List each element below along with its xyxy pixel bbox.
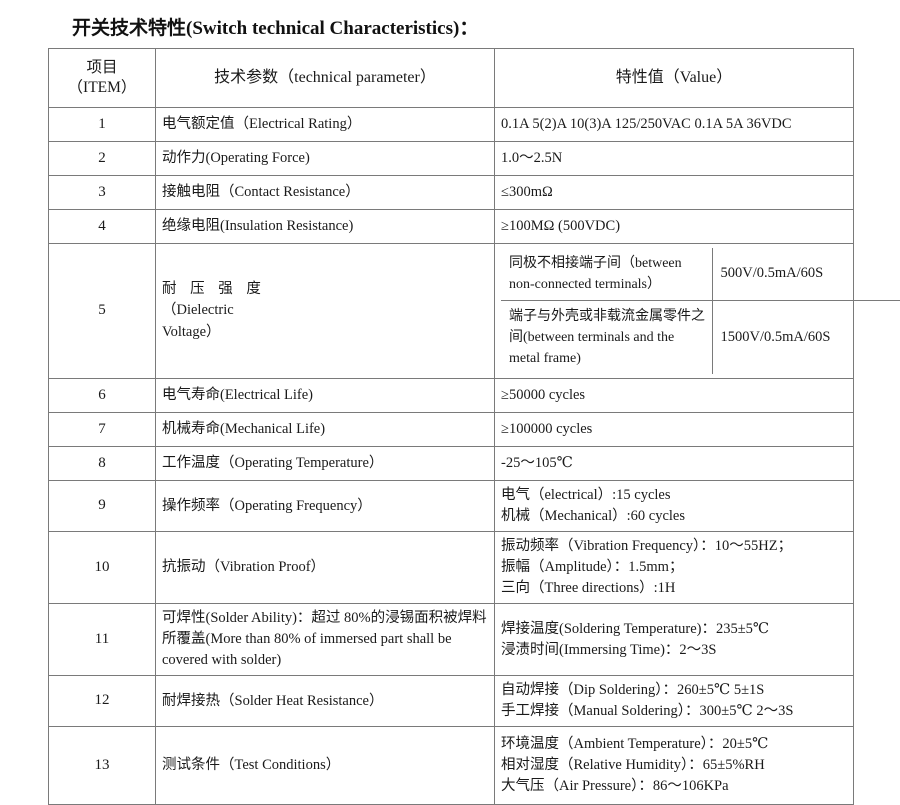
row-parameter: 操作频率（Operating Frequency） — [155, 479, 495, 533]
table-row: 1 电气额定值（Electrical Rating） 0.1A 5(2)A 10… — [48, 107, 854, 142]
sub-condition-label: 同极不相接端子间（between non-connected terminals… — [501, 248, 713, 301]
table-row: 7 机械寿命(Mechanical Life) ≥100000 cycles — [48, 412, 854, 447]
row-value: 振动频率（Vibration Frequency）：10～55HZ； 振幅（Am… — [494, 531, 854, 605]
row-parameter: 绝缘电阻(Insulation Resistance) — [155, 209, 495, 244]
table-row: 13 测试条件（Test Conditions） 环境温度（Ambient Te… — [48, 726, 854, 805]
table-row: 4 绝缘电阻(Insulation Resistance) ≥100MΩ (50… — [48, 209, 854, 244]
row-parameter: 抗振动（Vibration Proof） — [155, 531, 495, 605]
sub-condition-value: 500V/0.5mA/60S — [711, 248, 900, 301]
row-value: ≥100000 cycles — [494, 412, 854, 447]
row-item-number: 6 — [48, 378, 156, 413]
table-row: 11 可焊性(Solder Ability)：超过 80%的浸锡面积被焊料所覆盖… — [48, 603, 854, 677]
row-parameter: 测试条件（Test Conditions） — [155, 726, 495, 805]
row-value: ≤300mΩ — [494, 175, 854, 210]
row-parameter: 耐焊接热（Solder Heat Resistance） — [155, 675, 495, 728]
row-item-number: 1 — [48, 107, 156, 142]
row-value: 焊接温度(Soldering Temperature)：235±5℃ 浸渍时间(… — [494, 603, 854, 677]
row-item-number: 11 — [48, 603, 156, 677]
row-value: 电气（electrical）:15 cycles 机械（Mechanical）:… — [494, 479, 854, 533]
row-item-number: 10 — [48, 531, 156, 605]
header-value: 特性值（Value） — [494, 48, 854, 108]
table-row: 6 电气寿命(Electrical Life) ≥50000 cycles — [48, 378, 854, 413]
row-parameter: 耐 压 强 度 （Dielectric Voltage） — [155, 243, 495, 379]
row-parameter: 电气寿命(Electrical Life) — [155, 378, 495, 413]
sub-condition-value: 1500V/0.5mA/60S — [711, 300, 900, 374]
row-item-number: 5 — [48, 243, 156, 379]
document-page: 开关技术特性(Switch technical Characteristics)… — [48, 18, 900, 805]
sub-condition-label: 端子与外壳或非载流金属零件之间(between terminals and th… — [501, 300, 713, 374]
dielectric-subtable: 同极不相接端子间（between non-connected terminals… — [501, 248, 900, 374]
header-parameter: 技术参数（technical parameter） — [155, 48, 495, 108]
page-title: 开关技术特性(Switch technical Characteristics)… — [72, 18, 479, 39]
table-row: 9 操作频率（Operating Frequency） 电气（electrica… — [48, 479, 854, 533]
row-parameter: 动作力(Operating Force) — [155, 141, 495, 176]
subtable-row: 同极不相接端子间（between non-connected terminals… — [501, 248, 900, 301]
table-header-row: 项目 （ITEM） 技术参数（technical parameter） 特性值（… — [48, 48, 854, 108]
row-parameter: 可焊性(Solder Ability)：超过 80%的浸锡面积被焊料所覆盖(Mo… — [155, 603, 495, 677]
header-item: 项目 （ITEM） — [48, 48, 156, 108]
table-row: 12 耐焊接热（Solder Heat Resistance） 自动焊接（Dip… — [48, 675, 854, 728]
table-row-dielectric: 5 耐 压 强 度 （Dielectric Voltage） 同极不相接端子间（… — [48, 243, 900, 379]
subtable-row: 端子与外壳或非载流金属零件之间(between terminals and th… — [501, 300, 900, 374]
switch-characteristics-table: 项目 （ITEM） 技术参数（technical parameter） 特性值（… — [48, 48, 900, 805]
row-value: 0.1A 5(2)A 10(3)A 125/250VAC 0.1A 5A 36V… — [494, 107, 854, 142]
row-parameter: 电气额定值（Electrical Rating） — [155, 107, 495, 142]
dielectric-label-line3: Voltage） — [162, 323, 221, 340]
row-parameter: 接触电阻（Contact Resistance） — [155, 175, 495, 210]
dielectric-label-line2: （Dielectric — [162, 302, 234, 319]
table-row: 3 接触电阻（Contact Resistance） ≤300mΩ — [48, 175, 854, 210]
row-item-number: 8 — [48, 446, 156, 481]
table-row: 2 动作力(Operating Force) 1.0～2.5N — [48, 141, 854, 176]
row-parameter: 机械寿命(Mechanical Life) — [155, 412, 495, 447]
row-value: 1.0～2.5N — [494, 141, 854, 176]
row-item-number: 9 — [48, 479, 156, 533]
row-item-number: 12 — [48, 675, 156, 728]
row-value: -25～105℃ — [494, 446, 854, 481]
row-value: ≥50000 cycles — [494, 378, 854, 413]
dielectric-subtable-holder: 同极不相接端子间（between non-connected terminals… — [494, 243, 900, 379]
row-item-number: 4 — [48, 209, 156, 244]
row-value: ≥100MΩ (500VDC) — [494, 209, 854, 244]
row-item-number: 7 — [48, 412, 156, 447]
row-parameter: 工作温度（Operating Temperature） — [155, 446, 495, 481]
row-item-number: 3 — [48, 175, 156, 210]
table-row: 10 抗振动（Vibration Proof） 振动频率（Vibration F… — [48, 531, 854, 605]
table-row: 8 工作温度（Operating Temperature） -25～105℃ — [48, 446, 854, 481]
row-value: 自动焊接（Dip Soldering）：260±5℃ 5±1S 手工焊接（Man… — [494, 675, 854, 728]
row-value: 环境温度（Ambient Temperature）：20±5℃ 相对湿度（Rel… — [494, 726, 854, 805]
row-item-number: 13 — [48, 726, 156, 805]
row-item-number: 2 — [48, 141, 156, 176]
dielectric-label-line1: 耐 压 强 度 — [162, 281, 266, 298]
